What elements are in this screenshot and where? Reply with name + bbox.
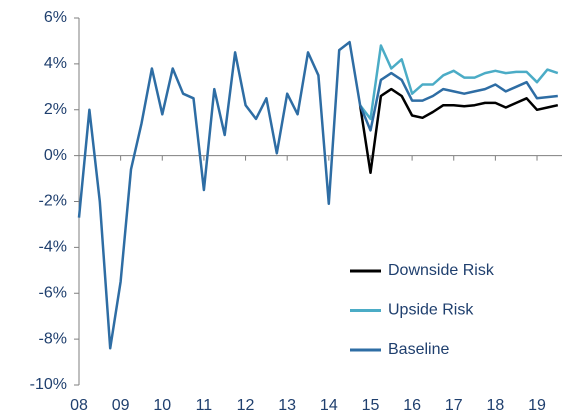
series-line	[77, 40, 558, 350]
x-tick-label: 08	[70, 397, 88, 414]
y-tick-label: -2%	[39, 193, 67, 210]
legend-label: Baseline	[388, 341, 449, 358]
x-tick-label: 12	[237, 397, 255, 414]
y-tick-label: -6%	[39, 284, 67, 301]
x-tick-label: 14	[320, 397, 338, 414]
legend-label: Downside Risk	[388, 262, 495, 279]
legend-label: Upside Risk	[388, 302, 474, 319]
y-tick-label: -8%	[39, 330, 67, 347]
x-tick-label: 11	[196, 397, 213, 414]
x-tick-label: 17	[445, 397, 463, 414]
x-tick-label: 13	[278, 397, 296, 414]
x-tick-label: 18	[486, 397, 504, 414]
x-tick-label: 16	[403, 397, 421, 414]
series-line	[358, 87, 559, 175]
x-tick-label: 09	[112, 397, 130, 414]
y-tick-label: 6%	[44, 9, 67, 26]
y-tick-label: -4%	[39, 239, 67, 256]
x-tick-label: 10	[153, 397, 171, 414]
y-tick-label: -10%	[30, 376, 67, 393]
series-line	[359, 44, 559, 121]
y-tick-label: 2%	[44, 101, 67, 118]
x-tick-label: 15	[362, 397, 380, 414]
x-tick-label: 19	[528, 397, 546, 414]
y-tick-label: 0%	[44, 147, 67, 164]
y-tick-label: 4%	[44, 55, 67, 72]
